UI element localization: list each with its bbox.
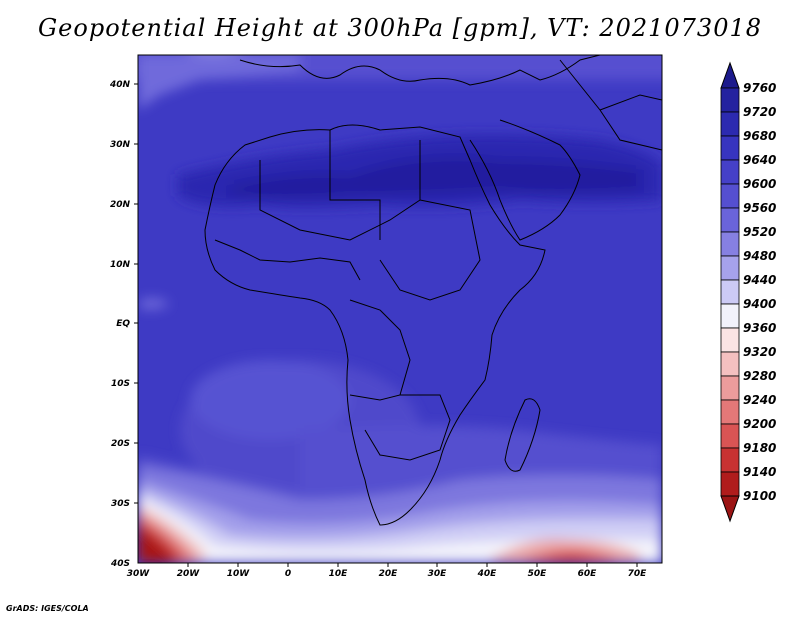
colorbar-swatch [720, 303, 740, 329]
lat-axis: 40N 30N 20N 10N EQ 10S 20S 30S 40S [109, 80, 138, 569]
colorbar-swatch [720, 279, 740, 305]
lat-label: 30S [111, 499, 130, 509]
colorbar-swatch [720, 471, 740, 497]
colorbar-label: 9480 [743, 249, 776, 263]
grads-credit: GrADS: IGES/COLA [6, 604, 89, 613]
lon-label: 20W [177, 569, 201, 579]
colorbar-label: 9240 [743, 393, 776, 407]
colorbar-bottom-arrow [720, 495, 740, 523]
colorbar-label: 9720 [743, 105, 776, 119]
colorbar-swatch [720, 231, 740, 257]
colorbar-label: 9360 [743, 321, 776, 335]
colorbar-label: 9600 [743, 177, 776, 191]
lat-label: EQ [116, 319, 130, 329]
colorbar-label: 9180 [743, 441, 776, 455]
colorbar-swatch [720, 399, 740, 425]
colorbar-label: 9640 [743, 153, 776, 167]
colorbar-label: 9320 [743, 345, 776, 359]
colorbar: 9760 9720 9680 9640 9600 9560 9520 9480 9440 9400… [720, 61, 776, 523]
lon-label: 60E [578, 569, 598, 579]
colorbar-label: 9280 [743, 369, 776, 383]
colorbar-label: 9200 [743, 417, 776, 431]
lon-label: 30W [127, 569, 151, 579]
colorbar-swatch [720, 111, 740, 137]
coastlines [204, 55, 662, 526]
lat-label: 20N [110, 200, 131, 210]
lon-label: 20E [379, 569, 399, 579]
colorbar-label: 9400 [743, 297, 776, 311]
colorbar-label: 9680 [743, 129, 776, 143]
colorbar-swatch [720, 447, 740, 473]
colorbar-label: 9520 [743, 225, 776, 239]
lon-label: 0 [285, 569, 291, 579]
lon-axis: 30W 20W 10W 0 10E 20E 30E 40E 50E 60E 70… [127, 563, 647, 579]
lon-label: 10E [329, 569, 349, 579]
colorbar-swatch [720, 159, 740, 185]
height-field [138, 55, 662, 563]
colorbar-label: 9440 [743, 273, 776, 287]
colorbar-swatch [720, 327, 740, 353]
europe-coastline [239, 55, 601, 86]
colorbar-swatch [720, 135, 740, 161]
colorbar-swatch [720, 351, 740, 377]
lat-label: 20S [111, 439, 130, 449]
colorbar-swatch [720, 255, 740, 281]
colorbar-label: 9140 [743, 465, 776, 479]
lat-label: 10N [110, 260, 131, 270]
colorbar-swatch [720, 207, 740, 233]
lat-label: 10S [111, 379, 130, 389]
africa-coastline [204, 124, 546, 526]
madagascar-coastline [504, 398, 541, 472]
lat-label: 30N [110, 140, 131, 150]
lon-label: 30E [428, 569, 448, 579]
colorbar-label: 9560 [743, 201, 776, 215]
colorbar-label: 9100 [743, 489, 776, 503]
arabia-coastline [469, 119, 581, 241]
map-border [137, 54, 663, 564]
lon-label: 40E [477, 569, 498, 579]
lat-label: 40S [110, 559, 130, 569]
lon-label: 50E [528, 569, 548, 579]
colorbar-swatch [720, 87, 740, 113]
lon-label: 70E [628, 569, 648, 579]
colorbar-top-arrow [720, 61, 740, 89]
lat-label: 40N [109, 80, 131, 90]
colorbar-label: 9760 [743, 81, 776, 95]
colorbar-swatch [720, 183, 740, 209]
colorbar-swatch [720, 423, 740, 449]
colorbar-swatch [720, 375, 740, 401]
lon-label: 10W [227, 569, 251, 579]
map-title: Geopotential Height at 300hPa [gpm], VT:… [38, 14, 762, 42]
